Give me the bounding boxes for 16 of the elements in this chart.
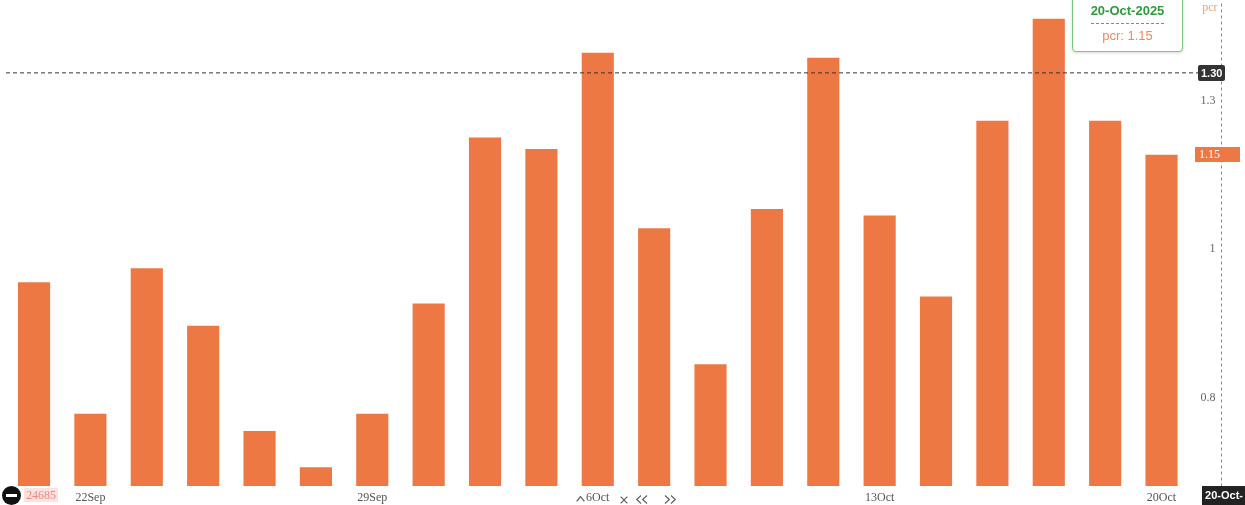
ref-line-label: 1.30 [1198,64,1226,81]
y-tick-label: 0.8 [1200,390,1216,405]
x-tick-label: 6Oct [586,489,611,504]
x-tick-label: 13Oct [864,489,895,504]
x-tick-label: 20Oct [1146,489,1177,504]
y-tick-label: 1 [1209,241,1216,256]
y-axis-title: pcr [1202,0,1218,14]
annotation: 1.15 [1195,147,1240,163]
text: 20-Oct- [1202,486,1245,505]
annotation: pcr: 1.15 [1101,28,1154,44]
x-tick-label: 29Sep [357,489,388,504]
x-tick-label: 22Sep [75,489,106,504]
y-tick-label: 1.3 [1200,92,1216,107]
annotation: 20-Oct-2025 [1090,3,1165,24]
tooltip-box: 20-Oct-2025 pcr: 1.15 [1072,0,1183,52]
text: 24685 [24,488,58,502]
